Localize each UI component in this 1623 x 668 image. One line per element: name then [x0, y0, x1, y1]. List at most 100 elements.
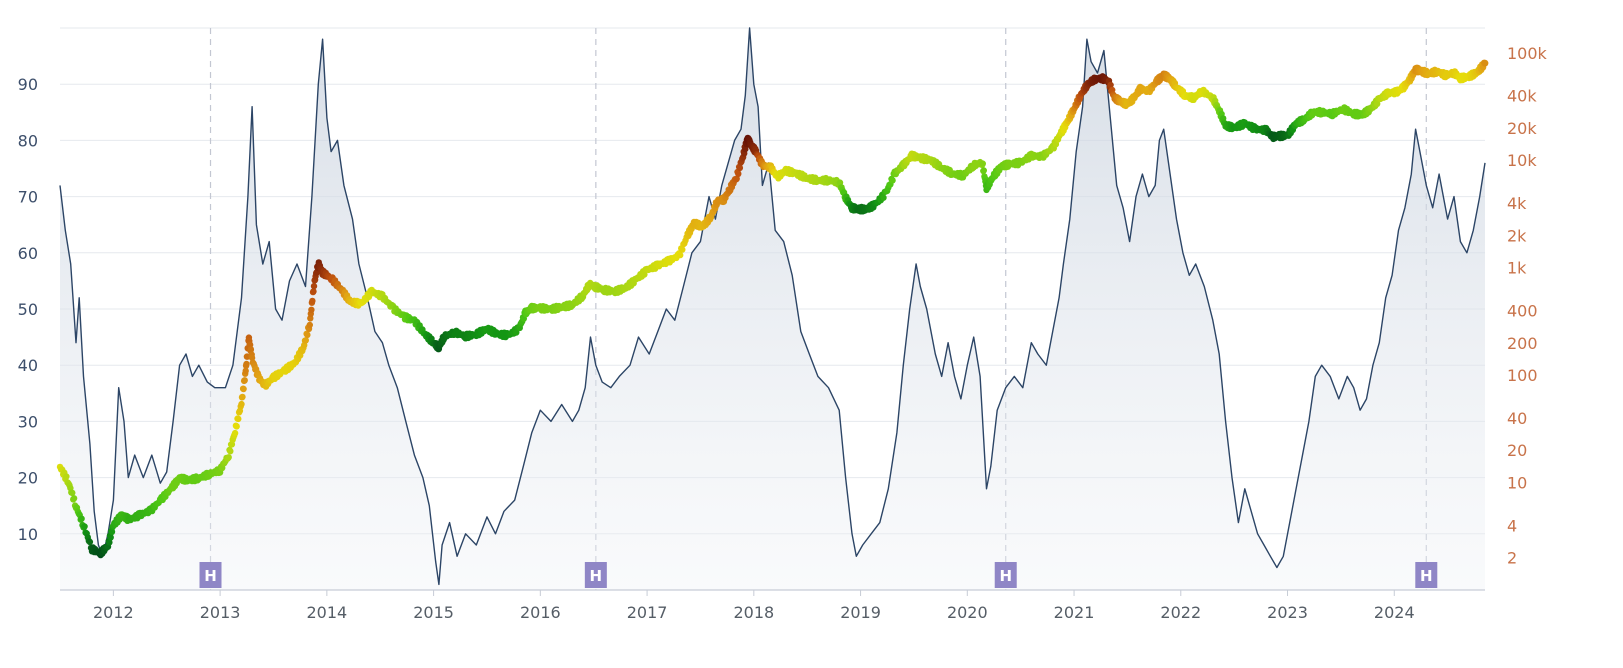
heat-dot — [979, 160, 986, 167]
heat-dot — [241, 377, 248, 384]
right-tick-label: 200 — [1507, 334, 1538, 353]
x-tick-label: 2017 — [627, 603, 668, 622]
heat-dot — [733, 175, 740, 182]
right-tick-label: 2k — [1507, 226, 1527, 245]
heat-dot — [235, 415, 242, 423]
x-axis: 2012 2013 2014 2015 2016 2017 2018 2019 2020 2021… — [60, 589, 1485, 622]
heat-dot — [677, 251, 684, 259]
right-tick-label: 4 — [1507, 516, 1517, 535]
heat-dot — [736, 164, 744, 172]
heat-dot — [63, 473, 70, 480]
heat-dot — [310, 288, 317, 295]
heat-dot — [304, 331, 311, 339]
right-tick-label: 10k — [1507, 151, 1537, 170]
left-tick-label: 30 — [18, 412, 38, 431]
halving-marker[interactable]: H — [994, 562, 1017, 588]
heat-dots-layer — [56, 59, 1489, 559]
left-tick-label: 90 — [18, 75, 38, 94]
x-tick-label: 2019 — [840, 603, 881, 622]
right-tick-label: 40k — [1507, 87, 1537, 106]
right-tick-label: 40 — [1507, 409, 1527, 428]
heat-dot — [108, 528, 116, 535]
right-tick-label: 400 — [1507, 301, 1538, 320]
left-y-axis: 10 20 30 40 50 60 70 80 90 — [18, 75, 38, 544]
right-tick-label: 100 — [1507, 366, 1538, 385]
heat-dot — [243, 360, 250, 368]
right-tick-label: 2 — [1507, 549, 1517, 568]
right-tick-label: 1k — [1507, 259, 1527, 278]
right-tick-label: 10 — [1507, 474, 1527, 493]
left-tick-label: 70 — [18, 188, 38, 207]
x-tick-label: 2015 — [413, 603, 454, 622]
heat-dot — [742, 145, 749, 153]
heat-dot — [242, 367, 249, 375]
heat-dot — [248, 354, 256, 362]
heat-dot — [240, 385, 247, 393]
heat-dot — [880, 194, 887, 201]
price-area — [60, 28, 1485, 590]
right-tick-label: 20 — [1507, 441, 1527, 460]
heat-dot — [309, 297, 316, 305]
x-tick-label: 2012 — [93, 603, 134, 622]
x-tick-label: 2018 — [733, 603, 774, 622]
halving-marker[interactable]: H — [199, 562, 222, 588]
heat-dot — [227, 448, 234, 455]
right-tick-label: 4k — [1507, 194, 1527, 213]
heat-dot — [225, 454, 232, 461]
x-tick-label: 2023 — [1267, 603, 1308, 622]
price-line — [59, 27, 1486, 586]
heat-dot — [302, 337, 309, 344]
left-tick-label: 50 — [18, 300, 38, 319]
heat-dot — [106, 539, 113, 546]
heat-dot — [1481, 59, 1489, 67]
heat-dot — [86, 538, 94, 546]
halving-marker-label: H — [1420, 567, 1433, 585]
heat-dot — [231, 429, 239, 437]
x-tick-label: 2021 — [1054, 603, 1095, 622]
halving-marker[interactable]: H — [584, 562, 607, 588]
heat-dot — [239, 393, 246, 401]
halving-marker[interactable]: H — [1415, 562, 1438, 588]
left-tick-label: 60 — [18, 244, 38, 263]
heat-dot — [69, 489, 76, 497]
heat-dot — [306, 321, 313, 329]
left-tick-label: 40 — [18, 356, 38, 375]
heat-dot — [1374, 100, 1381, 108]
heat-dot — [107, 534, 114, 541]
halving-marker-box — [994, 562, 1017, 588]
heat-dot — [735, 170, 742, 177]
heat-dot — [679, 246, 686, 253]
heat-dot — [247, 346, 255, 353]
right-tick-label: 20k — [1507, 119, 1537, 138]
left-tick-label: 20 — [18, 469, 38, 488]
heat-dot — [310, 282, 318, 290]
x-tick-label: 2013 — [200, 603, 241, 622]
halving-marker-label: H — [590, 567, 603, 585]
heat-dot — [889, 177, 896, 184]
heat-dot — [81, 523, 88, 530]
x-tick-label: 2016 — [520, 603, 561, 622]
halving-marker-label: H — [999, 567, 1012, 585]
halving-marker-box — [1415, 562, 1438, 588]
left-tick-label: 10 — [18, 525, 38, 544]
halving-marker-box — [199, 562, 222, 588]
halving-marker-box — [584, 562, 607, 588]
heat-dot — [233, 423, 240, 430]
price-area-layer — [59, 27, 1486, 590]
heat-dot — [70, 495, 78, 502]
heat-dot — [980, 167, 987, 174]
right-y-axis: 2 4 10 20 40 100 200 400 1k 2k 4k 10k 20k 40k 100k — [1507, 44, 1548, 568]
heat-dot — [308, 306, 315, 313]
halving-marker-label: H — [204, 567, 217, 585]
right-tick-label: 100k — [1507, 44, 1548, 63]
x-tick-label: 2022 — [1160, 603, 1201, 622]
heat-dot — [1107, 81, 1114, 89]
heat-dot — [78, 515, 85, 522]
x-tick-label: 2024 — [1374, 603, 1415, 622]
x-tick-label: 2020 — [947, 603, 988, 622]
left-tick-label: 80 — [18, 131, 38, 150]
heat-dot — [513, 329, 520, 336]
heat-dot — [238, 400, 245, 408]
